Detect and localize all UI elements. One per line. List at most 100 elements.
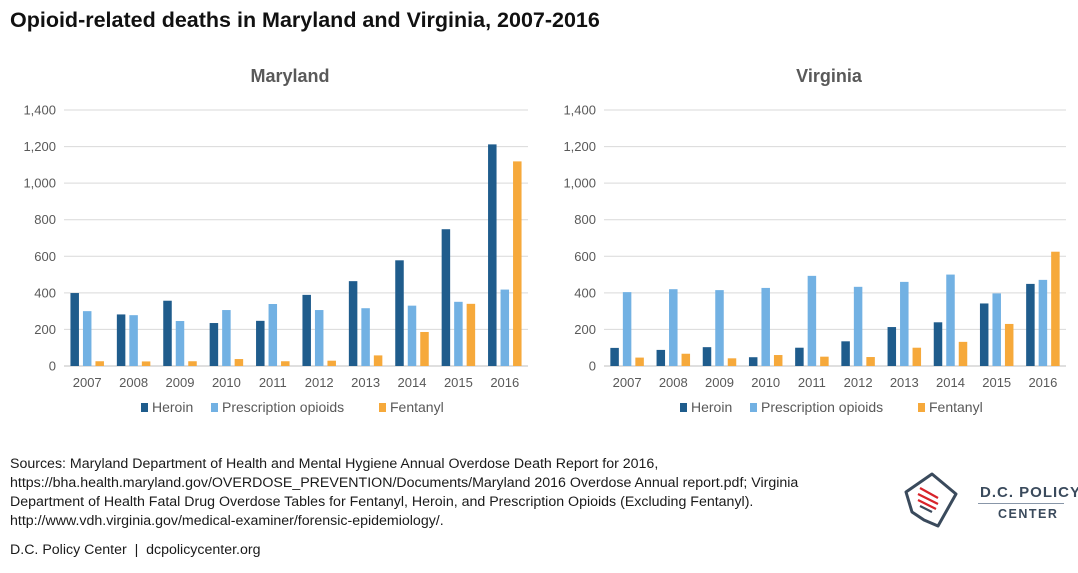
virginia-legend-swatch-fentanyl: [918, 403, 925, 412]
virginia-legend-item-prescription-opioids: Prescription opioids: [750, 399, 883, 415]
maryland-bar-fentanyl-2008: [141, 361, 151, 366]
virginia-legend-label-fentanyl: Fentanyl: [929, 399, 983, 415]
maryland-bar-prescription-opioids-2008: [129, 315, 138, 366]
virginia-legend-label-prescription-opioids: Prescription opioids: [761, 399, 883, 415]
virginia-bar-heroin-2016: [1026, 283, 1035, 366]
virginia-y-tick-label: 0: [589, 359, 596, 374]
virginia-bar-heroin-2015: [979, 303, 989, 366]
virginia-bar-fentanyl-2011: [820, 356, 829, 366]
maryland-bar-fentanyl-2014: [420, 331, 429, 366]
footer-credit: D.C. Policy Center | dcpolicycenter.org: [10, 542, 261, 558]
maryland-x-tick-label: 2010: [212, 375, 241, 390]
virginia-bar-prescription-opioids-2016: [1038, 279, 1048, 366]
virginia-bar-fentanyl-2007: [635, 357, 644, 366]
dc-map-icon: [904, 472, 958, 528]
virginia-legend-item-fentanyl: Fentanyl: [918, 399, 983, 415]
virginia-bar-heroin-2010: [748, 357, 758, 366]
maryland-bar-fentanyl-2007: [95, 361, 104, 366]
maryland-bar-heroin-2012: [302, 294, 311, 366]
maryland-y-tick-label: 0: [49, 359, 56, 374]
maryland-bar-heroin-2015: [441, 229, 451, 366]
virginia-bar-fentanyl-2013: [912, 347, 922, 366]
sources-line-1: Sources: Maryland Department of Health a…: [10, 456, 659, 472]
virginia-bar-heroin-2009: [702, 347, 712, 366]
maryland-legend-swatch-prescription-opioids: [211, 403, 218, 412]
maryland-y-tick-label: 800: [34, 212, 56, 227]
maryland-legend-item-fentanyl: Fentanyl: [379, 399, 444, 415]
maryland-bar-fentanyl-2011: [281, 361, 290, 366]
virginia-x-tick-label: 2007: [613, 375, 642, 390]
virginia-chart: Virginia 0 200 400 600 800 1,000 1,200 1,400 2007…: [563, 66, 1066, 415]
maryland-bar-heroin-2010: [209, 323, 219, 366]
maryland-bar-fentanyl-2012: [327, 360, 336, 366]
maryland-x-tick-label: 2015: [444, 375, 473, 390]
maryland-y-tick-label: 1,000: [23, 176, 56, 191]
maryland-legend-item-heroin: Heroin: [141, 399, 193, 415]
maryland-x-tick-label: 2011: [259, 375, 287, 390]
virginia-bar-prescription-opioids-2015: [992, 293, 1001, 366]
virginia-bar-fentanyl-2008: [681, 353, 691, 366]
maryland-bar-heroin-2011: [256, 320, 265, 366]
virginia-bar-heroin-2011: [795, 347, 804, 366]
maryland-chart: Maryland 0 200 400 600 800 1,000 1,200 1,400 2007…: [23, 66, 528, 415]
maryland-x-tick-label: 2012: [305, 375, 334, 390]
maryland-y-tick-label: 1,400: [23, 103, 56, 118]
virginia-bar-heroin-2014: [933, 322, 943, 366]
virginia-bar-fentanyl-2014: [958, 341, 968, 366]
virginia-x-tick-label: 2013: [890, 375, 919, 390]
virginia-legend-item-heroin: Heroin: [680, 399, 732, 415]
virginia-x-tick-label: 2014: [936, 375, 965, 390]
maryland-legend-swatch-heroin: [141, 403, 148, 412]
maryland-y-tick-label: 200: [34, 322, 56, 337]
virginia-y-tick-label: 1,000: [563, 176, 596, 191]
maryland-x-tick-label: 2013: [351, 375, 380, 390]
maryland-bar-prescription-opioids-2016: [500, 289, 510, 366]
virginia-bar-heroin-2013: [887, 327, 897, 366]
maryland-bar-fentanyl-2010: [234, 359, 244, 366]
virginia-y-tick-label: 1,400: [563, 103, 596, 118]
virginia-x-tick-label: 2010: [751, 375, 780, 390]
virginia-bar-prescription-opioids-2011: [807, 275, 817, 366]
maryland-x-tick-label: 2016: [490, 375, 519, 390]
virginia-y-tick-label: 600: [574, 249, 596, 264]
maryland-x-tick-label: 2009: [166, 375, 195, 390]
maryland-x-tick-label: 2008: [119, 375, 148, 390]
virginia-legend-swatch-heroin: [680, 403, 687, 412]
maryland-bar-fentanyl-2016: [513, 161, 522, 366]
maryland-bar-heroin-2016: [488, 144, 497, 366]
maryland-bar-prescription-opioids-2011: [268, 304, 278, 366]
maryland-y-tick-label: 600: [34, 249, 56, 264]
maryland-x-tick-label: 2007: [73, 375, 102, 390]
virginia-bar-heroin-2008: [656, 349, 666, 366]
virginia-bar-prescription-opioids-2012: [853, 286, 863, 366]
maryland-legend-item-prescription-opioids: Prescription opioids: [211, 399, 344, 415]
maryland-bar-prescription-opioids-2014: [407, 305, 417, 366]
virginia-bar-prescription-opioids-2014: [946, 274, 955, 366]
virginia-chart-title: Virginia: [796, 66, 863, 86]
maryland-legend-label-heroin: Heroin: [152, 399, 193, 415]
virginia-x-tick-label: 2016: [1028, 375, 1057, 390]
virginia-bar-fentanyl-2016: [1051, 251, 1060, 366]
logo-text-top: D.C. POLICY: [980, 484, 1078, 501]
virginia-x-tick-label: 2008: [659, 375, 688, 390]
logo-divider: [978, 503, 1064, 504]
maryland-legend-label-prescription-opioids: Prescription opioids: [222, 399, 344, 415]
maryland-bar-heroin-2009: [163, 300, 172, 366]
maryland-bar-fentanyl-2013: [373, 355, 383, 366]
virginia-bar-prescription-opioids-2013: [900, 281, 909, 366]
maryland-chart-title: Maryland: [250, 66, 329, 86]
maryland-bar-prescription-opioids-2015: [454, 301, 463, 366]
virginia-bar-heroin-2007: [610, 347, 619, 366]
virginia-bar-fentanyl-2009: [727, 358, 737, 366]
virginia-bar-fentanyl-2015: [1004, 323, 1014, 366]
maryland-bar-prescription-opioids-2009: [175, 321, 185, 366]
virginia-y-tick-label: 1,200: [563, 139, 596, 154]
virginia-y-tick-label: 200: [574, 322, 596, 337]
virginia-x-tick-label: 2009: [705, 375, 734, 390]
virginia-x-tick-label: 2015: [982, 375, 1011, 390]
virginia-bar-fentanyl-2012: [866, 357, 875, 366]
maryland-y-tick-label: 1,200: [23, 139, 56, 154]
maryland-bar-heroin-2013: [348, 281, 358, 366]
virginia-x-tick-label: 2011: [798, 375, 826, 390]
sources-line-4: http://www.vdh.virginia.gov/medical-exam…: [10, 513, 444, 529]
